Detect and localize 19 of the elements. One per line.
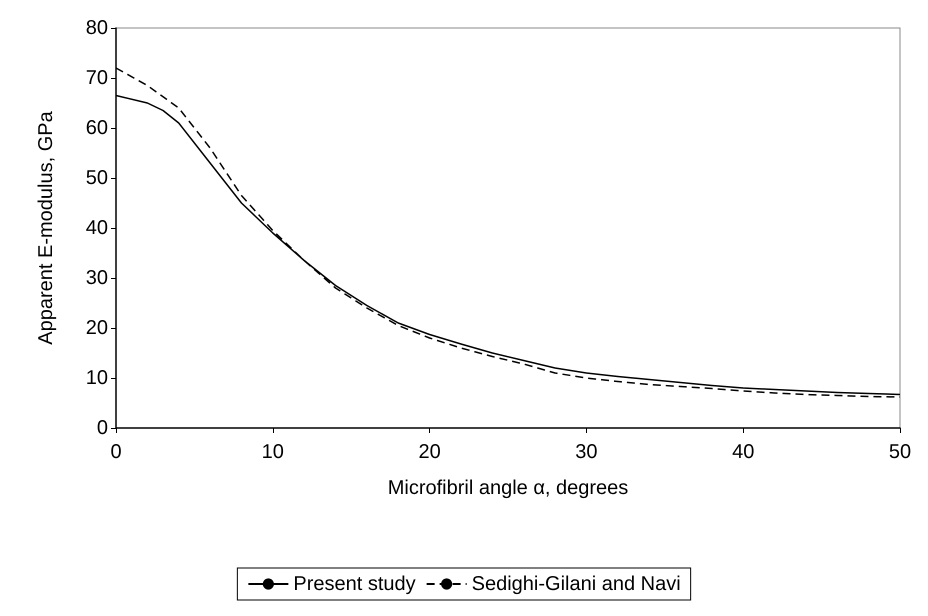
x-tick-label: 20 bbox=[418, 441, 441, 463]
y-tick-label: 30 bbox=[86, 267, 108, 289]
legend-label: Present study bbox=[293, 573, 416, 595]
x-tick-label: 40 bbox=[732, 441, 754, 463]
x-tick-label: 10 bbox=[262, 441, 284, 463]
y-tick-label: 80 bbox=[86, 17, 108, 39]
x-tick-label: 0 bbox=[110, 441, 122, 463]
y-tick-label: 60 bbox=[86, 117, 108, 139]
y-tick-label: 0 bbox=[96, 417, 108, 439]
x-tick-label: 30 bbox=[575, 441, 598, 463]
y-tick-label: 40 bbox=[86, 217, 108, 239]
y-axis-title: Apparent E-modulus, GPa bbox=[35, 110, 57, 345]
y-tick-label: 50 bbox=[86, 167, 108, 189]
x-axis-title: Microfibril angle α, degrees bbox=[388, 477, 628, 499]
y-tick-label: 10 bbox=[86, 367, 108, 389]
x-tick-label: 50 bbox=[888, 441, 912, 463]
legend-label: Sedighi-Gilani and Navi bbox=[472, 573, 681, 595]
y-tick-label: 70 bbox=[86, 67, 108, 89]
y-tick-label: 20 bbox=[86, 317, 108, 339]
